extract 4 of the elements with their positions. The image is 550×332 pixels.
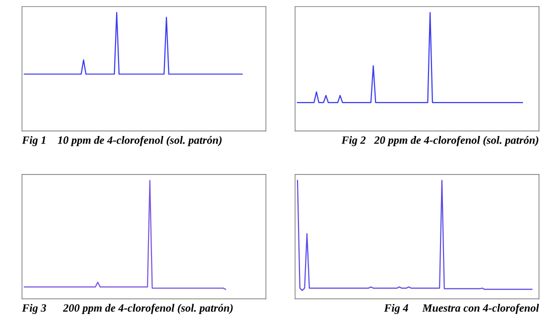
text: Fig 2 20 ppm de 4-clorofenol (sol. patrón) [341, 136, 538, 146]
text: Fig 3 200 ppm de 4-clorofenol (sol. patrón) [22, 304, 233, 314]
text: Fig 4 Muestra con 4-clorofenol [384, 304, 539, 314]
text: Fig 1 10 ppm de 4-clorofenol (sol. patrón) [22, 136, 222, 146]
